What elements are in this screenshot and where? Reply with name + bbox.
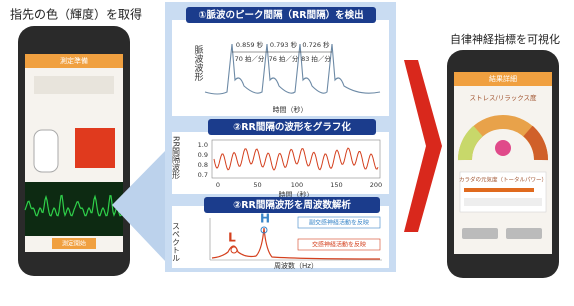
x-tick-label: 100 xyxy=(291,181,303,189)
low-note: 交感神経活動を反映 xyxy=(312,241,366,249)
color-swatch xyxy=(75,128,115,168)
step3-x-label: 周波数（Hz） xyxy=(274,261,318,270)
gauge-character xyxy=(495,140,511,156)
x-tick-label: 50 xyxy=(253,181,261,189)
rate-label: 76 拍／分 xyxy=(269,54,299,63)
left-title: 指先の色（輝度）を取得 xyxy=(10,7,142,22)
energy-scale xyxy=(464,198,542,206)
x-tick-label: 150 xyxy=(330,181,342,189)
right-screen-header: 結果詳細 xyxy=(489,74,517,83)
step1-title: ①脈波のピーク間隔（RR間隔）を検出 xyxy=(198,9,363,21)
high-peak-label: H xyxy=(260,212,270,226)
rate-label: 70 拍／分 xyxy=(235,54,265,63)
red-arrow xyxy=(404,60,442,232)
y-tick-label: 0.8 xyxy=(198,161,208,169)
left-screen-note xyxy=(34,76,114,94)
start-button-label[interactable]: 測定開始 xyxy=(62,240,86,248)
energy-title: カラダの元気度（トータルパワー） xyxy=(459,176,547,184)
right-button-1[interactable] xyxy=(462,228,498,239)
interval-label: 0.726 秒 xyxy=(302,40,330,49)
y-tick-label: 0.9 xyxy=(198,151,208,159)
finger-icon xyxy=(34,130,58,172)
x-tick-label: 200 xyxy=(370,181,382,189)
gauge-title: ストレス/リラックス度 xyxy=(470,93,537,102)
right-button-2[interactable] xyxy=(506,228,542,239)
x-tick-label: 0 xyxy=(216,181,220,189)
step1-x-label: 時間（秒） xyxy=(273,105,308,114)
step1-y-label: 脈波波形 xyxy=(193,44,204,82)
step2-title: ②RR間隔の波形をグラフ化 xyxy=(233,121,351,133)
energy-bar xyxy=(464,188,534,192)
left-screen-header: 測定準備 xyxy=(60,56,88,65)
step3-y-label: スペクトル xyxy=(172,222,181,262)
right-title: 自律神経指標を可視化 xyxy=(450,32,560,46)
page: { "left": { "title": "指先の色（輝度）を取得", "scr… xyxy=(0,0,574,302)
low-peak-label: L xyxy=(228,231,236,245)
y-tick-label: 0.7 xyxy=(198,171,208,179)
rate-label: 83 拍／分 xyxy=(301,54,331,63)
interval-label: 0.859 秒 xyxy=(236,40,264,49)
step2-y-label: RR間隔波形 xyxy=(172,136,181,180)
diagram: 指先の色（輝度）を取得 測定準備 測定開始 ①脈波のピーク間隔（RR間隔）を検出… xyxy=(0,0,574,302)
y-tick-label: 1.0 xyxy=(198,141,208,149)
step3-title: ②RR間隔波形を周波数解析 xyxy=(233,199,351,211)
step1-box xyxy=(172,20,389,116)
high-note: 副交感神経活動を反映 xyxy=(309,219,369,227)
interval-label: 0.793 秒 xyxy=(270,40,298,49)
